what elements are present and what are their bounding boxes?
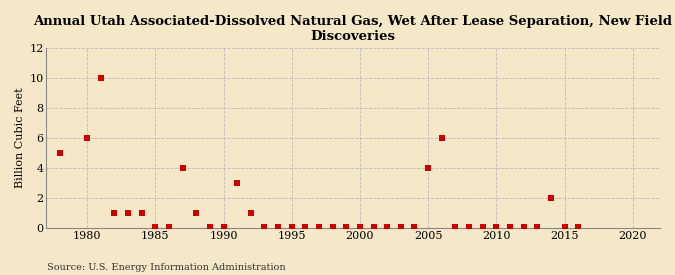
Point <box>559 225 570 229</box>
Point <box>136 211 147 215</box>
Point <box>436 136 447 140</box>
Text: Source: U.S. Energy Information Administration: Source: U.S. Energy Information Administ… <box>47 263 286 272</box>
Point <box>232 181 242 185</box>
Point <box>532 225 543 229</box>
Point <box>368 225 379 229</box>
Point <box>396 225 406 229</box>
Point <box>409 225 420 229</box>
Point <box>477 225 488 229</box>
Point <box>354 225 365 229</box>
Point <box>518 225 529 229</box>
Point <box>150 225 161 229</box>
Point <box>273 225 284 229</box>
Point <box>218 225 229 229</box>
Point <box>123 211 134 215</box>
Y-axis label: Billion Cubic Feet: Billion Cubic Feet <box>15 88 25 188</box>
Point <box>109 211 119 215</box>
Point <box>191 211 202 215</box>
Point <box>504 225 515 229</box>
Point <box>327 225 338 229</box>
Title: Annual Utah Associated-Dissolved Natural Gas, Wet After Lease Separation, New Fi: Annual Utah Associated-Dissolved Natural… <box>34 15 672 43</box>
Point <box>314 225 325 229</box>
Point <box>82 136 92 140</box>
Point <box>163 225 174 229</box>
Point <box>300 225 310 229</box>
Point <box>573 225 584 229</box>
Point <box>95 76 106 81</box>
Point <box>341 225 352 229</box>
Point <box>178 166 188 170</box>
Point <box>545 196 556 200</box>
Point <box>450 225 461 229</box>
Point <box>382 225 393 229</box>
Point <box>423 166 433 170</box>
Point <box>259 225 270 229</box>
Point <box>286 225 297 229</box>
Point <box>491 225 502 229</box>
Point <box>246 211 256 215</box>
Point <box>205 225 215 229</box>
Point <box>55 151 65 155</box>
Point <box>464 225 475 229</box>
